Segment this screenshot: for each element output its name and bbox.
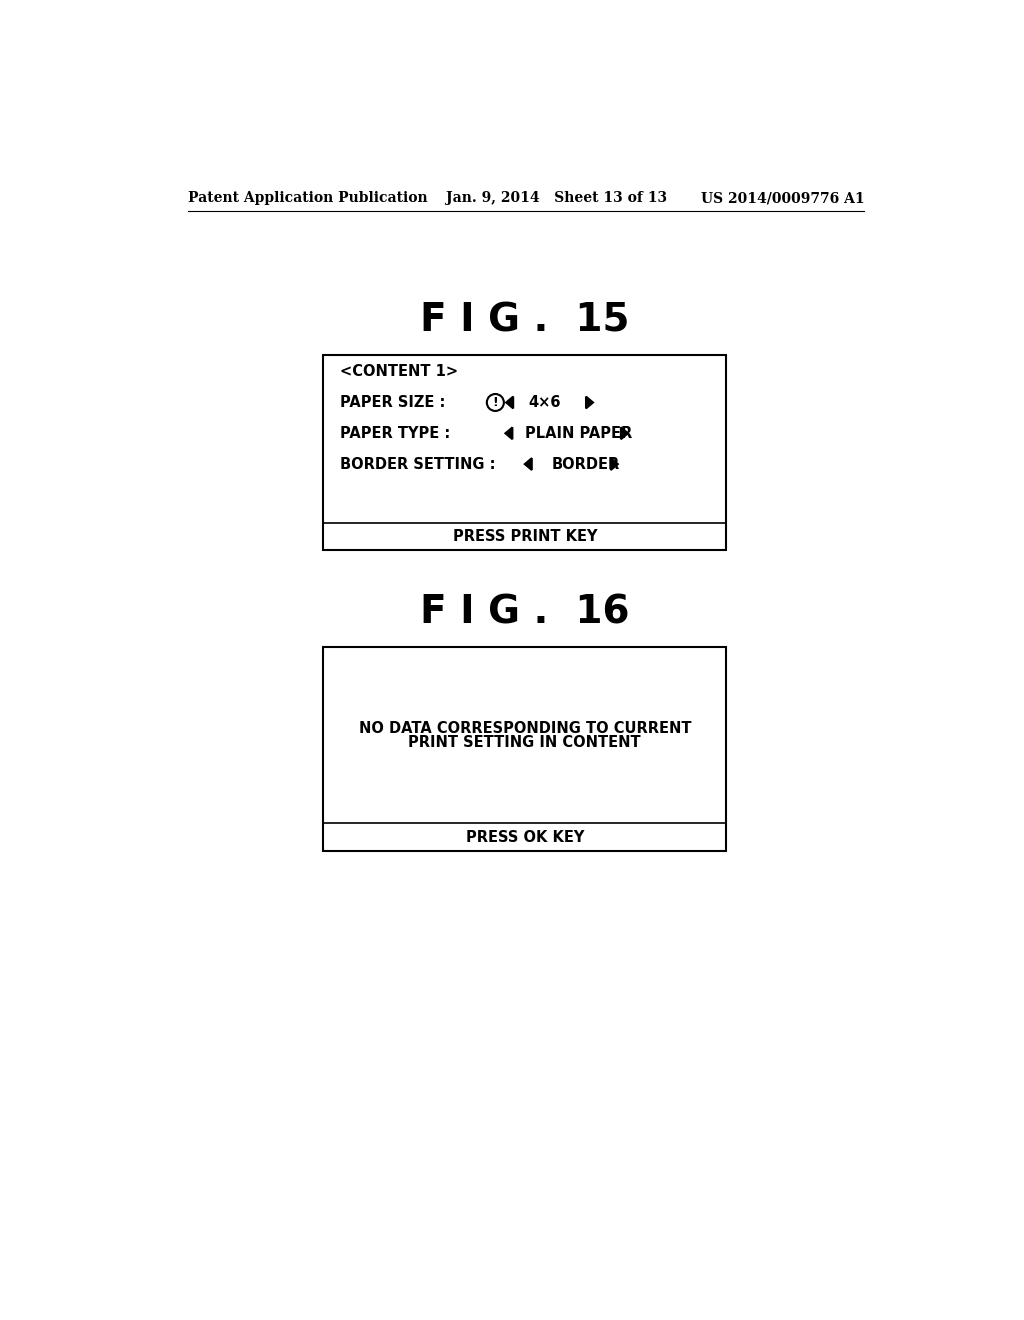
Text: Jan. 9, 2014   Sheet 13 of 13: Jan. 9, 2014 Sheet 13 of 13: [445, 191, 667, 206]
Circle shape: [486, 393, 504, 411]
Bar: [324, 647, 726, 851]
Polygon shape: [621, 428, 628, 440]
Polygon shape: [524, 458, 531, 470]
Text: PRESS OK KEY: PRESS OK KEY: [466, 830, 584, 845]
Polygon shape: [586, 396, 593, 408]
Polygon shape: [506, 428, 512, 440]
Text: PAPER TYPE :: PAPER TYPE :: [340, 426, 451, 441]
Text: Patent Application Publication: Patent Application Publication: [188, 191, 428, 206]
Polygon shape: [506, 396, 513, 408]
Text: !: !: [493, 396, 499, 409]
Text: PRESS PRINT KEY: PRESS PRINT KEY: [453, 528, 597, 544]
Text: PAPER SIZE :: PAPER SIZE :: [340, 395, 445, 411]
Text: <CONTENT 1>: <CONTENT 1>: [340, 364, 459, 379]
Text: F I G .  16: F I G . 16: [420, 594, 630, 632]
Text: NO DATA CORRESPONDING TO CURRENT: NO DATA CORRESPONDING TO CURRENT: [358, 721, 691, 735]
Text: PLAIN PAPER: PLAIN PAPER: [524, 426, 632, 441]
Bar: [324, 355, 726, 549]
Text: BORDER SETTING :: BORDER SETTING :: [340, 457, 496, 471]
Text: PRINT SETTING IN CONTENT: PRINT SETTING IN CONTENT: [409, 734, 641, 750]
Polygon shape: [611, 458, 617, 470]
Text: 4×6: 4×6: [528, 395, 560, 411]
Text: US 2014/0009776 A1: US 2014/0009776 A1: [700, 191, 864, 206]
Text: F I G .  15: F I G . 15: [420, 301, 630, 339]
Text: BORDER: BORDER: [552, 457, 621, 471]
